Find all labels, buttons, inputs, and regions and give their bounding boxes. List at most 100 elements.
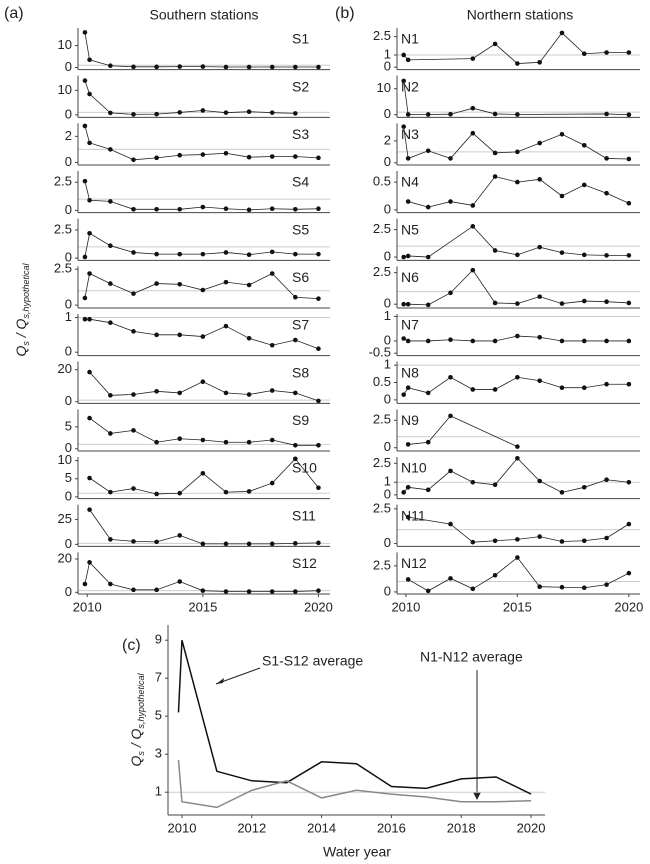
data-point bbox=[492, 150, 498, 156]
data-point bbox=[82, 123, 88, 129]
data-point bbox=[316, 296, 321, 301]
station-label: S5 bbox=[292, 221, 309, 237]
station-label: S4 bbox=[292, 174, 309, 190]
y-tick-label: 0.5 bbox=[373, 174, 391, 189]
data-point bbox=[316, 540, 321, 546]
data-point bbox=[448, 413, 453, 419]
data-point bbox=[401, 52, 406, 58]
station-label: N4 bbox=[401, 174, 419, 190]
data-line bbox=[89, 509, 319, 545]
data-point bbox=[108, 537, 113, 542]
data-line bbox=[408, 415, 518, 447]
data-point bbox=[82, 78, 88, 83]
data-point bbox=[154, 251, 159, 257]
data-point bbox=[515, 112, 520, 117]
data-point bbox=[108, 320, 113, 325]
x-tick-label: 2020 bbox=[304, 599, 333, 614]
data-line bbox=[84, 561, 319, 592]
y-tick-label: 1 bbox=[155, 784, 162, 799]
x-axis-label: Water year bbox=[323, 844, 391, 860]
station-label: S3 bbox=[292, 126, 309, 142]
data-point bbox=[581, 142, 587, 148]
data-point bbox=[492, 538, 498, 544]
data-point bbox=[293, 64, 298, 70]
y-tick-label: 1 bbox=[384, 308, 391, 323]
series-label: S1-S12 average bbox=[262, 653, 363, 669]
data-point bbox=[131, 64, 136, 70]
y-tick-label: 0 bbox=[384, 535, 391, 550]
y-tick-label: 0 bbox=[65, 154, 72, 169]
data-point bbox=[108, 199, 113, 204]
data-point bbox=[269, 480, 275, 486]
data-point bbox=[604, 156, 609, 161]
data-point bbox=[293, 589, 298, 594]
data-point bbox=[177, 110, 183, 115]
data-point bbox=[401, 78, 406, 84]
data-point bbox=[293, 154, 298, 159]
data-point bbox=[87, 271, 92, 276]
data-point bbox=[448, 290, 453, 296]
data-point bbox=[559, 30, 565, 36]
data-point bbox=[177, 332, 183, 338]
data-point bbox=[492, 482, 498, 488]
y-tick-label: 25 bbox=[58, 511, 72, 526]
data-point bbox=[425, 588, 431, 594]
data-point bbox=[269, 388, 275, 393]
data-point bbox=[223, 206, 229, 212]
data-point bbox=[425, 390, 431, 396]
y-tick-label: -0.5 bbox=[369, 345, 391, 360]
data-point bbox=[405, 338, 411, 344]
station-label: N10 bbox=[401, 460, 427, 476]
data-point bbox=[401, 490, 406, 495]
data-point bbox=[425, 254, 431, 260]
data-line bbox=[89, 371, 319, 402]
data-point bbox=[448, 156, 453, 161]
data-point bbox=[537, 294, 542, 299]
data-point bbox=[223, 279, 229, 285]
data-point bbox=[87, 197, 92, 203]
data-point bbox=[269, 437, 275, 443]
arrow-head bbox=[216, 678, 224, 684]
y-tick-label: 2 bbox=[65, 128, 72, 143]
data-point bbox=[200, 108, 206, 113]
data-point bbox=[200, 152, 206, 157]
y-label-part: s,hypothetical bbox=[21, 263, 31, 319]
data-point bbox=[448, 199, 453, 204]
y-tick-label: 10 bbox=[58, 452, 72, 467]
data-point bbox=[581, 252, 587, 258]
data-point bbox=[200, 379, 206, 384]
data-point bbox=[470, 56, 476, 61]
data-point bbox=[316, 155, 321, 161]
data-point bbox=[425, 148, 431, 154]
data-line bbox=[403, 376, 629, 395]
data-point bbox=[559, 193, 565, 199]
data-point bbox=[425, 302, 431, 308]
data-line bbox=[403, 335, 629, 342]
x-tick-label: 2012 bbox=[237, 820, 266, 835]
data-point bbox=[559, 490, 565, 495]
data-point bbox=[177, 436, 183, 442]
data-point bbox=[401, 254, 406, 260]
data-point bbox=[154, 64, 159, 70]
data-point bbox=[269, 541, 275, 547]
y-tick-label: 0 bbox=[65, 536, 72, 551]
data-point bbox=[246, 589, 252, 594]
x-tick-label: 2014 bbox=[307, 820, 336, 835]
data-point bbox=[316, 442, 321, 448]
data-point bbox=[131, 112, 136, 117]
data-point bbox=[246, 439, 252, 445]
data-point bbox=[405, 57, 411, 63]
data-point bbox=[177, 251, 183, 257]
y-tick-label: 0 bbox=[384, 248, 391, 263]
y-tick-label: 1 bbox=[65, 309, 72, 324]
data-point bbox=[581, 338, 587, 344]
station-label: N1 bbox=[401, 31, 419, 47]
data-point bbox=[470, 338, 476, 344]
data-point bbox=[604, 190, 609, 196]
station-label: S10 bbox=[292, 460, 317, 476]
data-point bbox=[537, 140, 542, 146]
data-point bbox=[401, 392, 406, 397]
y-tick-label: 1 bbox=[384, 474, 391, 489]
data-point bbox=[581, 585, 587, 591]
data-point bbox=[177, 64, 183, 69]
